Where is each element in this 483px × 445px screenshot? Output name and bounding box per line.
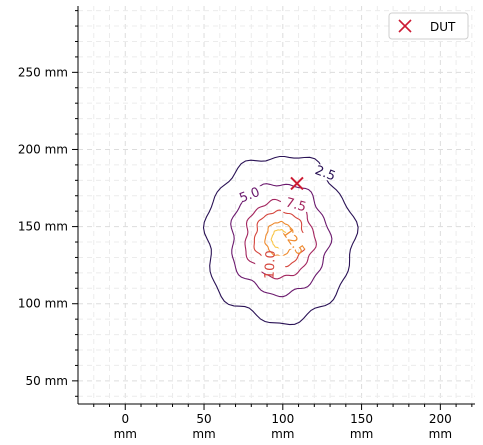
x-tick-unit: mm [271, 427, 294, 441]
contour-label-bg [280, 195, 311, 212]
x-tick-unit: mm [192, 427, 215, 441]
contour-label-bg [310, 164, 341, 181]
contour-label: 10.0 [262, 250, 279, 280]
contour-line-5 [264, 220, 295, 257]
grid [78, 6, 475, 404]
y-tick-label: 250 mm [18, 65, 68, 79]
x-tick-label: 0 [121, 412, 129, 426]
x-tick-label: 200 [429, 412, 452, 426]
contour-labels: 2.55.0 7.510.012.5 [234, 163, 341, 280]
contour-label-bg [255, 255, 286, 272]
y-tick-label: 100 mm [18, 297, 68, 311]
x-tick-unit: mm [114, 427, 137, 441]
x-tick-label: 50 [196, 412, 211, 426]
contour-label: 7.5 [284, 195, 308, 215]
x-tick-unit: mm [429, 427, 452, 441]
contour-label-bg [234, 186, 265, 203]
contour-label: 5.0 [237, 185, 262, 206]
legend-box [388, 12, 469, 40]
dut-marker-stroke [290, 176, 304, 191]
contour-lines [202, 155, 359, 326]
contour-label-bg [278, 232, 309, 249]
contour-line-4 [253, 209, 307, 268]
dut-marker-icon [290, 176, 304, 191]
contour-line-1 [202, 155, 359, 326]
x-tick-unit: mm [350, 427, 373, 441]
legend: DUT [388, 12, 469, 40]
x-tick-label: 150 [350, 412, 373, 426]
x-tick-label: 100 [271, 412, 294, 426]
y-tick-label: 150 mm [18, 220, 68, 234]
legend-label-dut: DUT [430, 20, 456, 34]
markers [290, 176, 304, 191]
contour-label: 2.5 [313, 163, 338, 184]
legend-marker-icon [398, 19, 412, 33]
y-tick-label: 200 mm [18, 142, 68, 156]
contour-line-2 [230, 183, 333, 298]
y-tick-label: 50 mm [26, 374, 68, 388]
